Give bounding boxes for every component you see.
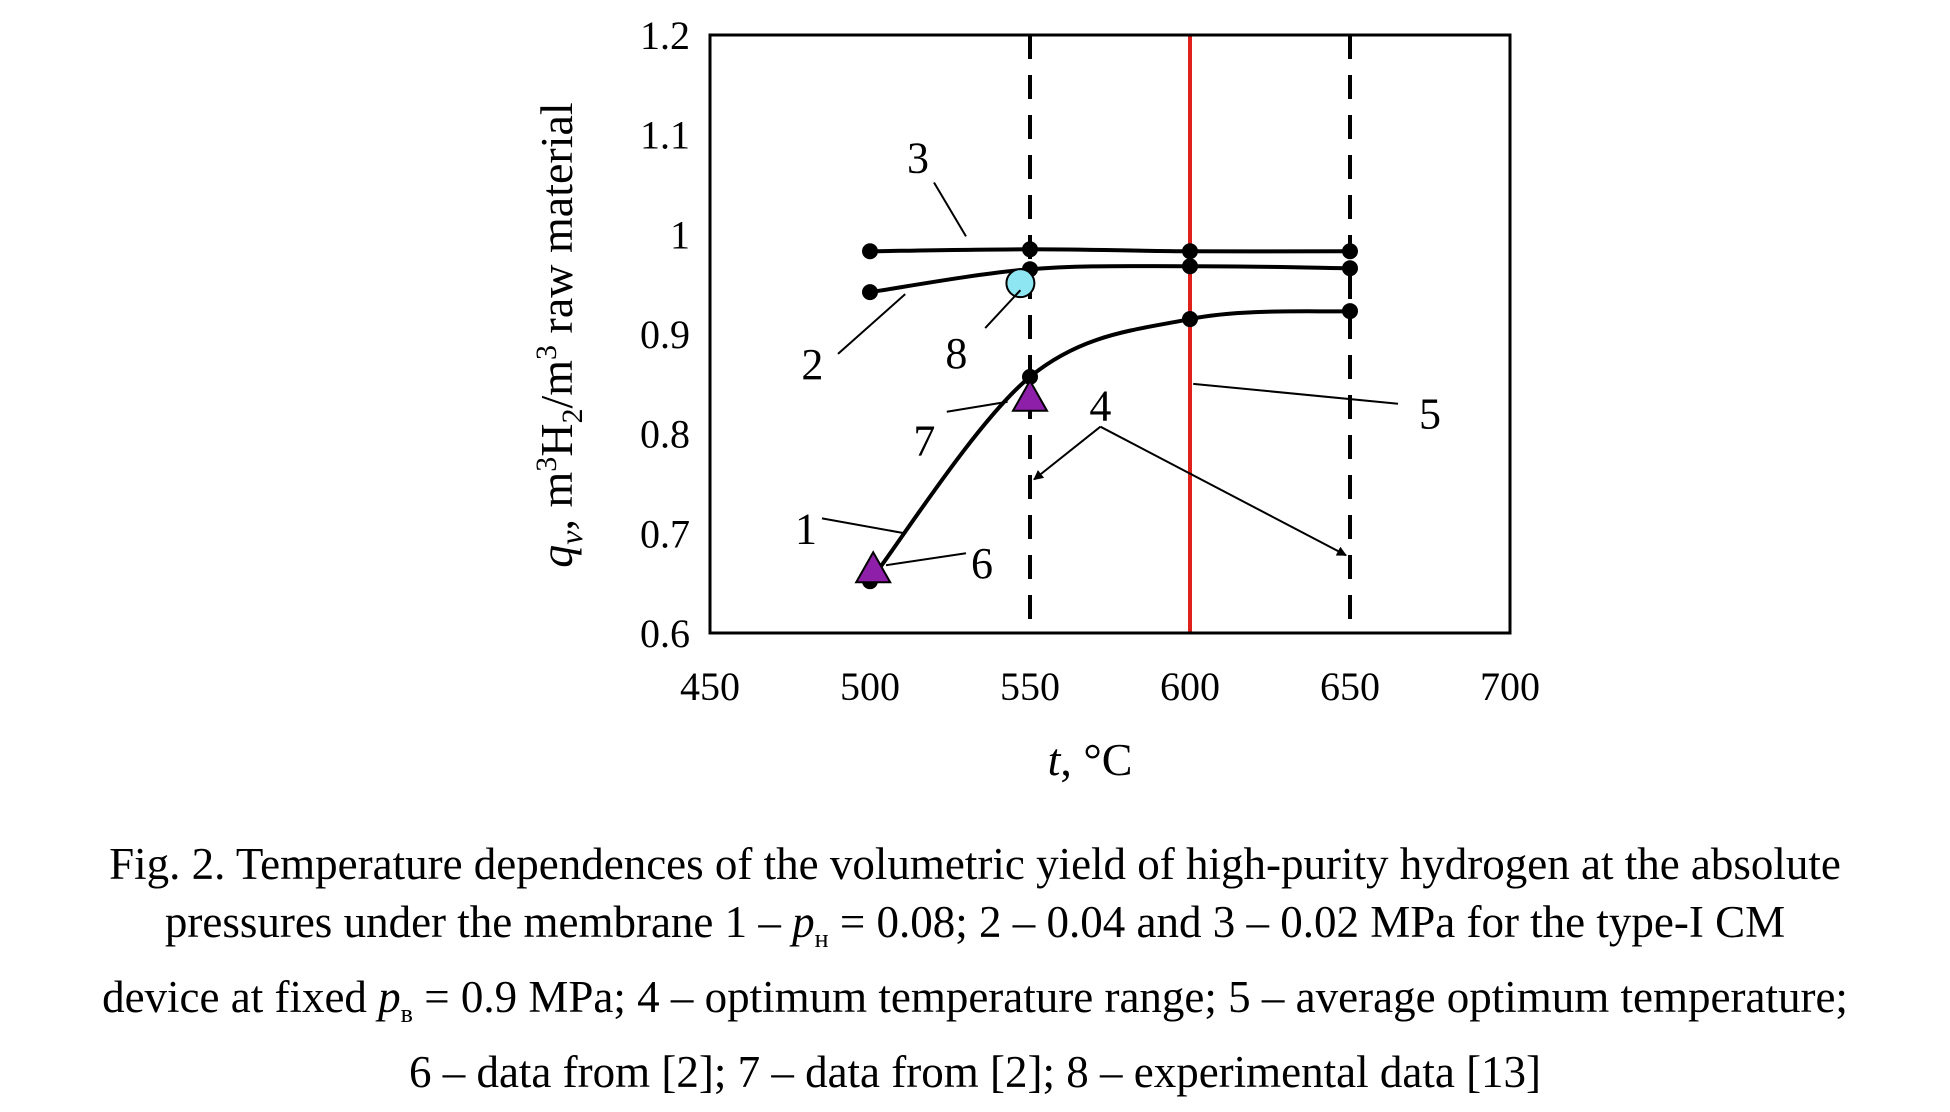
leader-line-7 bbox=[946, 400, 1008, 413]
leader-line-1 bbox=[821, 517, 906, 535]
x-tick-650: 650 bbox=[1320, 664, 1380, 709]
figure-caption: Fig. 2. Temperature dependences of the v… bbox=[0, 835, 1950, 1101]
x-tick-550: 550 bbox=[1000, 664, 1060, 709]
series-2-point-650 bbox=[1342, 260, 1358, 277]
series-3-point-650 bbox=[1342, 243, 1358, 260]
series-1-point-650 bbox=[1342, 303, 1358, 320]
x-tick-700: 700 bbox=[1480, 664, 1540, 709]
range-arrow-left bbox=[1033, 425, 1102, 481]
caption-line-3: device at fixed pв = 0.9 MPa; 4 – optimu… bbox=[102, 972, 1848, 1028]
caption-line-2: pressures under the membrane 1 – pн = 0.… bbox=[164, 897, 1786, 953]
x-axis-label: t, °C bbox=[1048, 734, 1133, 785]
curve-label-6: 6 bbox=[971, 539, 993, 588]
leader-line-2 bbox=[837, 293, 906, 355]
y-tick-1.1: 1.1 bbox=[640, 113, 690, 158]
marker-6-triangle bbox=[854, 550, 892, 584]
leader-line-6 bbox=[885, 552, 967, 567]
x-tick-600: 600 bbox=[1160, 664, 1220, 709]
y-tick-1: 1 bbox=[670, 212, 690, 257]
leader-line-3 bbox=[933, 181, 967, 237]
series-2-line bbox=[869, 264, 1351, 295]
x-tick-500: 500 bbox=[840, 664, 900, 709]
curve-label-7: 7 bbox=[913, 417, 935, 466]
range-arrow-right bbox=[1099, 425, 1347, 557]
y-tick-0.9: 0.9 bbox=[640, 312, 690, 357]
series-3-line bbox=[869, 247, 1351, 254]
y-tick-0.8: 0.8 bbox=[640, 412, 690, 457]
x-tick-450: 450 bbox=[680, 664, 740, 709]
series-1-line bbox=[868, 309, 1351, 583]
caption-line-1: Fig. 2. Temperature dependences of the v… bbox=[109, 839, 1841, 889]
series-2-point-500 bbox=[862, 284, 878, 301]
leader-line-5 bbox=[1193, 382, 1399, 405]
series-3-point-550 bbox=[1022, 241, 1038, 258]
series-3-point-500 bbox=[862, 243, 878, 260]
y-tick-0.7: 0.7 bbox=[640, 511, 690, 556]
marker-8-circle bbox=[1005, 268, 1036, 299]
y-tick-1.2: 1.2 bbox=[640, 13, 690, 58]
plot-area-frame bbox=[708, 33, 1512, 635]
curve-label-3: 3 bbox=[907, 134, 929, 183]
curve-label-1: 1 bbox=[795, 504, 817, 553]
series-2-point-600 bbox=[1182, 258, 1198, 275]
curve-label-8: 8 bbox=[945, 329, 967, 378]
curve-label-4: 4 bbox=[1089, 382, 1111, 431]
series-1-point-600 bbox=[1182, 311, 1198, 328]
marker-7-triangle bbox=[1011, 378, 1049, 412]
curve-label-5: 5 bbox=[1419, 390, 1441, 439]
series-1-point-550 bbox=[1022, 368, 1038, 385]
y-tick-0.6: 0.6 bbox=[640, 611, 690, 656]
caption-line-4: 6 – data from [2]; 7 – data from [2]; 8 … bbox=[408, 1047, 1542, 1097]
series-3-point-600 bbox=[1182, 243, 1198, 260]
leader-line-8 bbox=[984, 289, 1022, 329]
y-axis-label: qv, m3H2/m3 raw material bbox=[530, 102, 589, 567]
curve-label-2: 2 bbox=[801, 340, 823, 389]
chart: 450 500 550 600 650 700 0.6 0.7 0.8 0.9 1 1.1 1.2 3 2… bbox=[530, 13, 1540, 785]
